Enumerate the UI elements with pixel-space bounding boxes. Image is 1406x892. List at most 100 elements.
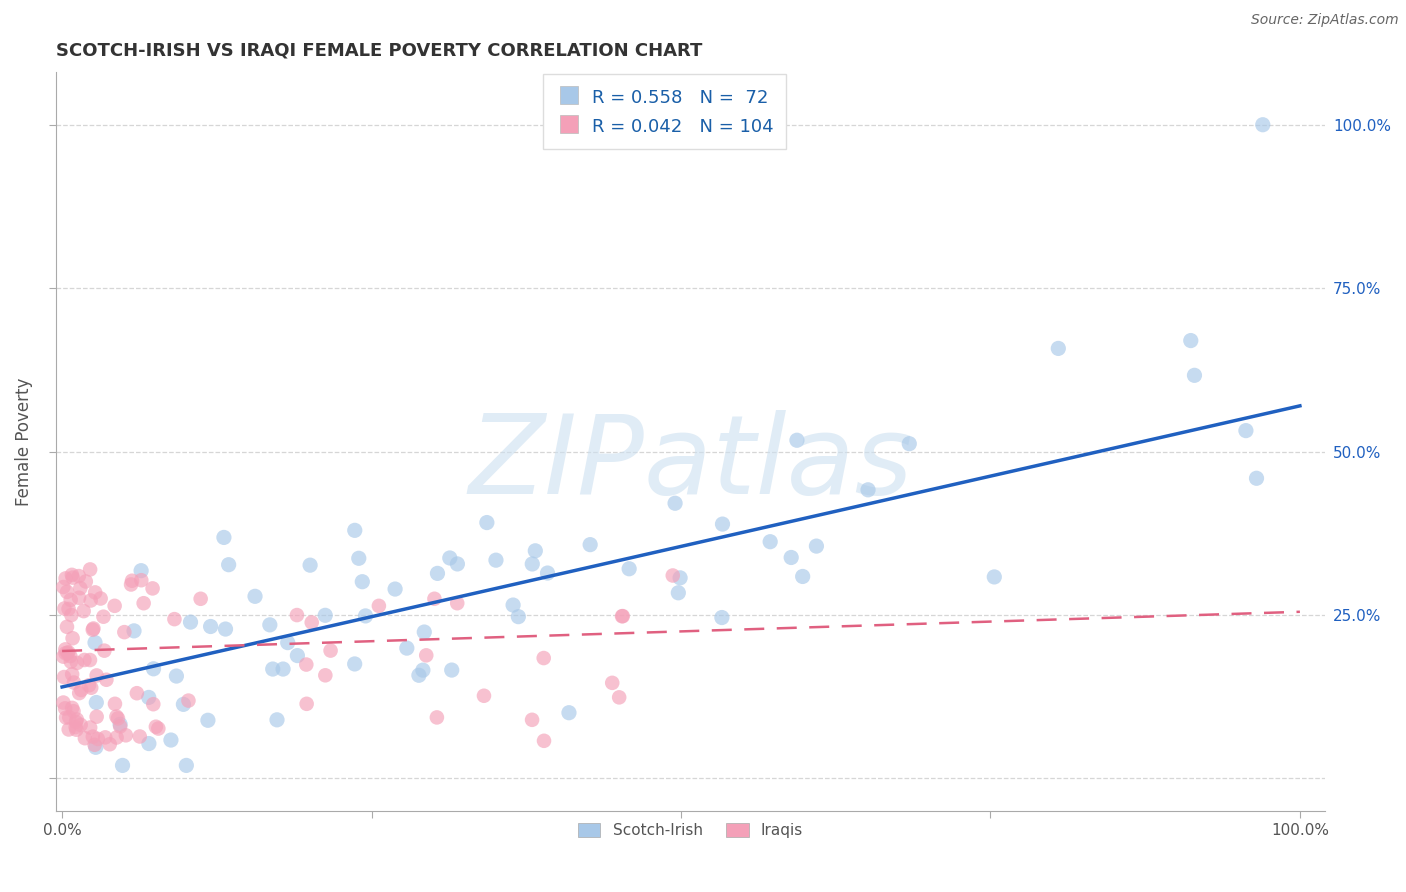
Point xyxy=(84,585,107,599)
Point xyxy=(53,601,76,615)
Point xyxy=(55,571,77,585)
Point xyxy=(446,557,468,571)
Point xyxy=(190,591,212,606)
Point xyxy=(80,681,103,695)
Point xyxy=(87,731,110,746)
Point xyxy=(138,690,160,705)
Point xyxy=(662,568,685,582)
Point xyxy=(295,697,318,711)
Point xyxy=(93,609,115,624)
Point xyxy=(52,649,75,664)
Point xyxy=(142,697,165,711)
Point xyxy=(84,635,107,649)
Point xyxy=(67,686,90,700)
Point xyxy=(536,566,558,580)
Point xyxy=(148,722,170,736)
Point xyxy=(243,590,266,604)
Point xyxy=(610,609,633,624)
Point xyxy=(472,689,495,703)
Point xyxy=(69,718,91,732)
Point xyxy=(60,701,83,715)
Point xyxy=(111,758,134,772)
Point xyxy=(1047,342,1070,356)
Point xyxy=(138,737,160,751)
Point xyxy=(160,733,183,747)
Point xyxy=(104,599,127,613)
Point xyxy=(347,551,370,566)
Point xyxy=(120,577,142,591)
Point xyxy=(200,619,222,633)
Point xyxy=(412,663,434,677)
Point xyxy=(59,649,82,664)
Point xyxy=(1251,118,1274,132)
Point xyxy=(129,573,152,587)
Point xyxy=(125,686,148,700)
Point xyxy=(73,653,96,667)
Point xyxy=(607,690,630,705)
Point xyxy=(165,669,187,683)
Point xyxy=(55,710,77,724)
Y-axis label: Female Poverty: Female Poverty xyxy=(15,377,32,506)
Point xyxy=(62,571,84,585)
Point xyxy=(1180,334,1202,348)
Point xyxy=(299,558,322,573)
Point xyxy=(66,713,89,727)
Point xyxy=(67,569,90,583)
Point xyxy=(53,642,76,657)
Point xyxy=(62,704,84,718)
Point xyxy=(214,622,236,636)
Point xyxy=(128,730,150,744)
Point xyxy=(295,657,318,672)
Point xyxy=(63,675,86,690)
Point xyxy=(145,720,167,734)
Point xyxy=(898,436,921,450)
Point xyxy=(786,434,808,448)
Point xyxy=(77,678,100,692)
Point xyxy=(780,550,803,565)
Point xyxy=(617,562,640,576)
Point xyxy=(65,714,87,729)
Point xyxy=(172,698,194,712)
Point xyxy=(96,673,118,687)
Point xyxy=(314,668,336,682)
Point xyxy=(163,612,186,626)
Point xyxy=(558,706,581,720)
Point xyxy=(79,653,101,667)
Point xyxy=(285,608,308,623)
Text: SCOTCH-IRISH VS IRAQI FEMALE POVERTY CORRELATION CHART: SCOTCH-IRISH VS IRAQI FEMALE POVERTY COR… xyxy=(56,42,702,60)
Point xyxy=(122,624,145,638)
Point xyxy=(83,738,105,752)
Point xyxy=(522,557,544,571)
Point xyxy=(287,648,309,663)
Point xyxy=(69,581,91,595)
Point xyxy=(86,668,108,682)
Point xyxy=(112,625,135,640)
Point xyxy=(108,717,131,731)
Point xyxy=(612,609,634,624)
Point xyxy=(277,635,299,649)
Point xyxy=(142,662,165,676)
Point xyxy=(105,709,128,723)
Point xyxy=(58,710,80,724)
Point xyxy=(1234,424,1257,438)
Point xyxy=(58,602,80,616)
Point xyxy=(426,710,449,724)
Point xyxy=(132,596,155,610)
Point xyxy=(197,713,219,727)
Point xyxy=(104,697,127,711)
Point xyxy=(413,625,436,640)
Point xyxy=(218,558,240,572)
Point xyxy=(426,566,449,581)
Point xyxy=(60,567,83,582)
Point xyxy=(179,615,201,629)
Point xyxy=(94,731,117,745)
Point xyxy=(664,496,686,510)
Point xyxy=(66,656,89,670)
Point xyxy=(408,668,430,682)
Point xyxy=(439,551,461,566)
Point xyxy=(533,651,555,665)
Point xyxy=(86,709,108,723)
Point xyxy=(107,711,129,725)
Point xyxy=(856,483,879,497)
Point xyxy=(759,534,782,549)
